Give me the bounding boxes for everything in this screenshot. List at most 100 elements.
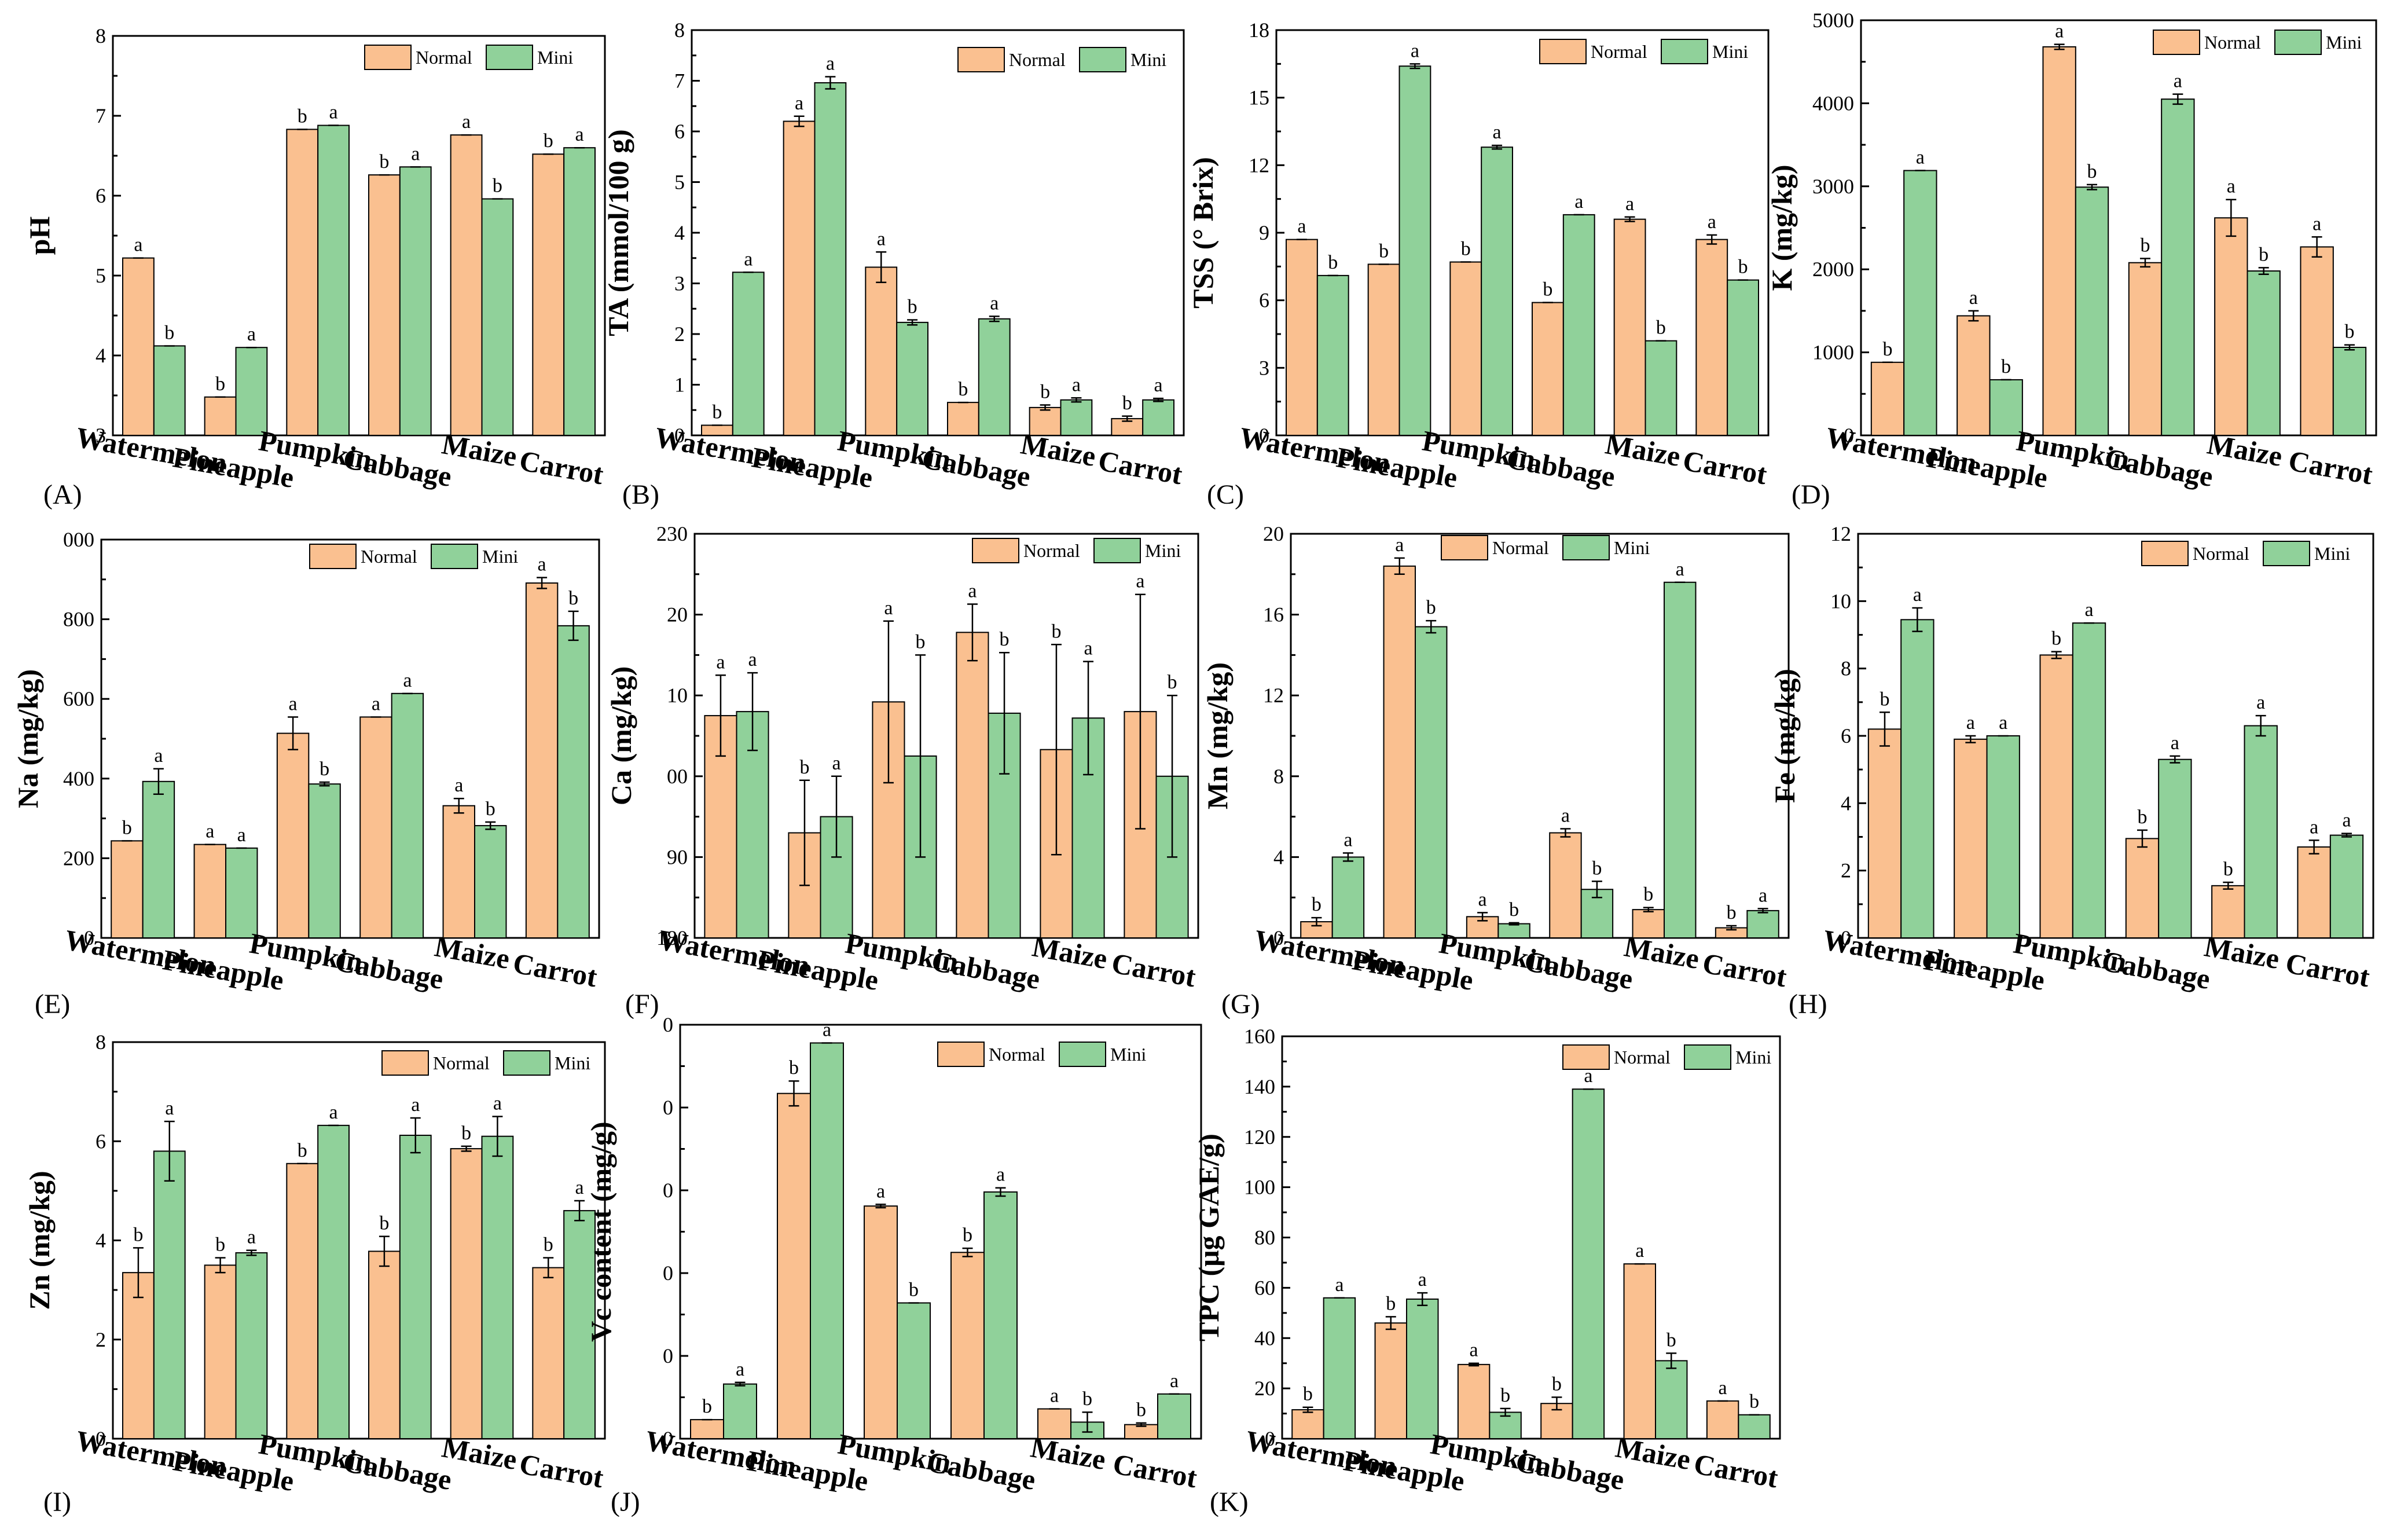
y-axis-title: Ca (mg/kg): [605, 666, 637, 805]
significance-letter: a: [538, 554, 546, 575]
legend-swatch-mini: [2274, 30, 2322, 55]
y-tick-label: 0: [1273, 926, 1284, 949]
bar-normal-carrot: [2300, 246, 2334, 436]
y-tick-label: 0: [663, 1013, 673, 1036]
bar-mini-maize: [1645, 340, 1677, 437]
y-tick-label: 20: [1263, 522, 1284, 545]
panel-label: (B): [622, 479, 659, 510]
y-tick-label: 80: [1254, 1226, 1275, 1249]
y-tick-label: 6: [1259, 289, 1269, 312]
significance-letter: b: [1666, 1329, 1676, 1351]
bar-mini-maize: [474, 825, 507, 939]
bar-normal-watermelon: [1867, 728, 1902, 939]
significance-letter: a: [575, 124, 584, 145]
significance-letter: a: [1676, 559, 1684, 580]
panel-label: (D): [1792, 479, 1830, 510]
bar-mini-pumpkin: [1481, 146, 1514, 436]
significance-letter: a: [1493, 122, 1502, 143]
significance-letter: a: [372, 693, 380, 714]
significance-letter: b: [1000, 629, 1010, 650]
significance-letter: a: [1625, 193, 1634, 215]
y-tick-label: 200: [63, 846, 94, 870]
legend-label-normal: Normal: [989, 1044, 1045, 1065]
significance-letter: a: [2256, 692, 2265, 713]
significance-letter: b: [1880, 688, 1889, 710]
bar-normal-pineapple: [204, 1264, 237, 1439]
y-tick-label: 4: [674, 221, 685, 244]
significance-letter: a: [1478, 889, 1487, 910]
legend-swatch-normal: [1441, 535, 1488, 560]
significance-letter: a: [1999, 712, 2007, 734]
bar-normal-pumpkin: [2042, 46, 2076, 436]
y-tick-label: 0: [663, 1096, 673, 1119]
significance-letter: a: [2312, 213, 2321, 234]
significance-letter: a: [289, 693, 298, 714]
significance-letter: b: [1882, 339, 1892, 360]
significance-letter: b: [1312, 894, 1322, 915]
y-tick-label: 5000: [1812, 9, 1854, 32]
y-tick-label: 12: [1249, 153, 1269, 177]
y-tick-label: 600: [63, 687, 94, 710]
y-tick-label: 6: [96, 1130, 106, 1153]
significance-letter: a: [1635, 1240, 1644, 1262]
significance-letter: b: [712, 402, 722, 423]
legend-label-mini: Mini: [2314, 543, 2350, 564]
y-tick-label: 1: [674, 373, 685, 397]
significance-letter: b: [1543, 279, 1552, 300]
y-tick-label: 2: [674, 322, 685, 346]
bar-mini-carrot: [557, 625, 590, 938]
bar-mini-pineapple: [225, 847, 258, 939]
bar-mini-maize: [2247, 270, 2281, 436]
bar-mini-pumpkin: [317, 124, 350, 436]
bar-normal-pineapple: [783, 120, 816, 436]
bar-normal-pumpkin: [864, 1205, 898, 1439]
legend-swatch-mini: [2263, 541, 2310, 566]
y-tick-label: 6: [674, 120, 685, 143]
y-axis-title: Mn (mg/kg): [1201, 662, 1234, 809]
bar-normal-carrot: [525, 582, 559, 938]
legend-label-normal: Normal: [361, 546, 417, 567]
significance-letter: a: [823, 1019, 831, 1040]
y-tick-label: 20: [1254, 1377, 1275, 1400]
bar-normal-maize: [1623, 1263, 1657, 1439]
bar-normal-carrot: [1706, 1400, 1739, 1439]
significance-letter: b: [298, 1140, 307, 1161]
bar-mini-watermelon: [153, 1150, 186, 1439]
bar-mini-pumpkin: [2075, 186, 2109, 436]
significance-letter: a: [990, 292, 999, 314]
bar-normal-pineapple: [1367, 263, 1400, 436]
y-tick-label: 0: [663, 1427, 673, 1450]
y-axis-title: TPC (μg GAE/g): [1192, 1134, 1225, 1341]
y-tick-label: 0: [96, 1427, 106, 1450]
bar-mini-watermelon: [732, 272, 765, 436]
significance-letter: a: [1574, 191, 1583, 212]
significance-letter: b: [379, 151, 389, 173]
bar-mini-pumpkin: [2072, 622, 2106, 939]
y-tick-label: 100: [1244, 1176, 1275, 1199]
bar-mini-pineapple: [1398, 65, 1431, 436]
significance-letter: b: [2345, 321, 2355, 343]
significance-letter: b: [493, 175, 502, 197]
panel-label: (G): [1221, 989, 1260, 1020]
significance-letter: b: [1386, 1293, 1396, 1314]
x-category-label: Carrot: [1096, 444, 1185, 491]
bar-normal-carrot: [2297, 846, 2331, 938]
legend-label-mini: Mini: [1130, 49, 1166, 70]
bar-mini-cabbage: [399, 166, 432, 436]
x-category-label: Carrot: [1691, 1447, 1781, 1494]
bar-mini-watermelon: [142, 780, 175, 938]
x-category-label: Cabbage: [925, 1445, 1038, 1496]
bar-normal-pumpkin: [286, 1163, 319, 1439]
x-category-label: Carrot: [517, 1447, 606, 1494]
significance-letter: b: [122, 817, 132, 838]
legend-swatch-mini: [1661, 39, 1708, 64]
bar-normal-maize: [2214, 217, 2248, 436]
y-tick-label: 6: [1841, 724, 1851, 747]
bar-mini-pineapple: [1406, 1298, 1439, 1439]
x-category-label: Carrot: [2286, 444, 2375, 491]
bar-mini-watermelon: [723, 1383, 757, 1440]
bar-normal-pineapple: [1383, 565, 1416, 938]
bar-mini-carrot: [1727, 279, 1760, 436]
y-tick-label: 90: [667, 845, 688, 868]
